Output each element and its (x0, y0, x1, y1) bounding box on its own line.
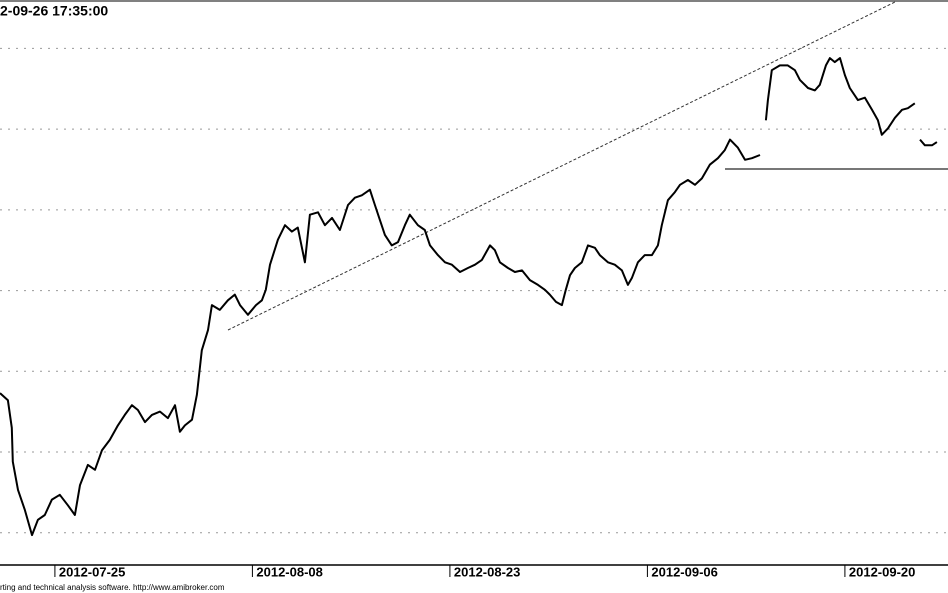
x-tick-label: 2012-09-20 (849, 564, 916, 579)
footer: rting and technical analysis software. h… (0, 583, 225, 592)
price-line (0, 57, 938, 537)
chart-title: 2-09-26 17:35:00 (0, 3, 108, 19)
x-tick-label: 2012-08-23 (454, 564, 521, 579)
trend-line (227, 1, 896, 331)
x-tick-label: 2012-09-06 (651, 564, 718, 579)
x-tick-label: 2012-08-08 (256, 564, 323, 579)
x-tick-label: 2012-07-25 (59, 564, 126, 579)
